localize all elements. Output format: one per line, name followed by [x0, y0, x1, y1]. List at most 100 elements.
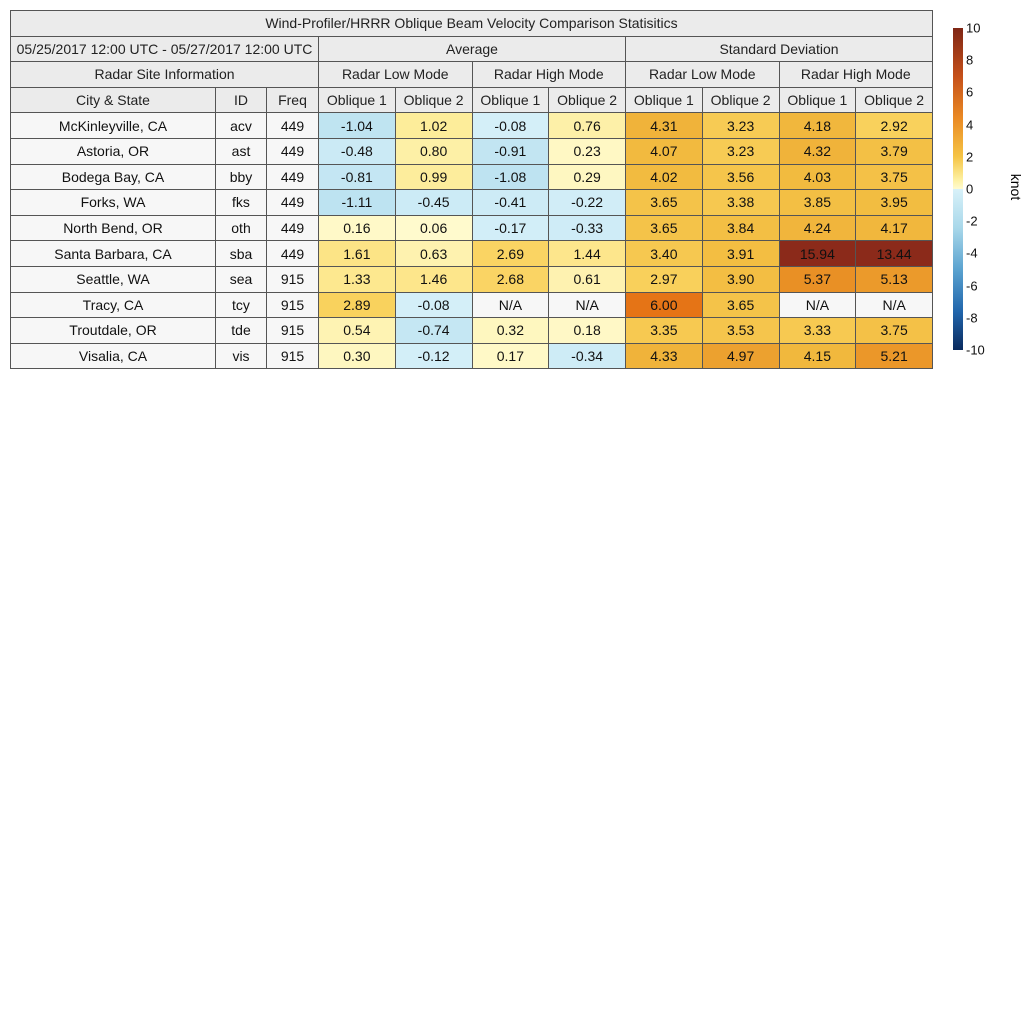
colorbar-tick: -10: [966, 342, 985, 358]
column-header: Oblique 1: [471, 86, 550, 114]
heatmap-cell: -0.41: [471, 189, 550, 216]
heatmap-cell: 2.92: [855, 112, 933, 139]
table-row: McKinleyville, CA acv 449 -1.04 1.02 -0.08 0.7…: [10, 112, 933, 139]
table-row: Seattle, WA sea 915 1.33 1.46 2.68 0.61 2.97 3.9…: [10, 265, 933, 293]
heatmap-cell: 0.63: [394, 240, 473, 267]
freq-cell: 449: [266, 163, 319, 191]
column-header: Oblique 2: [548, 86, 626, 114]
freq-cell: 449: [266, 137, 319, 165]
heatmap-cell: -0.34: [548, 342, 626, 370]
heatmap-cell: -0.81: [318, 163, 396, 191]
heatmap-cell: 0.32: [471, 317, 550, 344]
heatmap-cell: 0.18: [548, 317, 626, 344]
heatmap-cell: 4.97: [701, 342, 780, 370]
heatmap-cell: 3.75: [855, 317, 933, 344]
column-header: Oblique 1: [318, 86, 396, 114]
heatmap-cell: -0.17: [471, 214, 550, 242]
heatmap-cell: 0.61: [548, 265, 626, 293]
heatmap-cell: -0.08: [471, 112, 550, 139]
city-cell: Bodega Bay, CA: [10, 163, 216, 191]
id-cell: sea: [215, 265, 267, 293]
colorbar-tick: -4: [966, 245, 978, 261]
freq-cell: 449: [266, 112, 319, 139]
heatmap-cell: -0.08: [394, 291, 473, 319]
heatmap-cell: 3.35: [625, 317, 703, 344]
heatmap-cell: 1.46: [394, 265, 473, 293]
id-cell: vis: [215, 342, 267, 370]
heatmap-cell: 2.89: [318, 291, 396, 319]
heatmap-cell: 3.40: [625, 240, 703, 267]
city-cell: McKinleyville, CA: [10, 112, 216, 139]
heatmap-cell: 2.68: [471, 265, 550, 293]
freq-cell: 449: [266, 240, 319, 267]
table-row: Troutdale, OR tde 915 0.54 -0.74 0.32 0.18 3.35…: [10, 317, 933, 344]
city-cell: North Bend, OR: [10, 214, 216, 242]
id-cell: acv: [215, 112, 267, 139]
heatmap-cell: 3.91: [701, 240, 780, 267]
heatmap-cell: 5.13: [855, 265, 933, 293]
heatmap-cell: 0.23: [548, 137, 626, 165]
colorbar: [953, 28, 963, 350]
heatmap-cell: 3.65: [625, 189, 703, 216]
heatmap-cell: 15.94: [778, 240, 857, 267]
column-header: Oblique 1: [625, 86, 703, 114]
freq-cell: 449: [266, 214, 319, 242]
colorbar-tick: -6: [966, 278, 978, 294]
table-title: Wind-Profiler/HRRR Oblique Beam Velocity…: [10, 10, 933, 37]
city-cell: Forks, WA: [10, 189, 216, 216]
colorbar-tick: 6: [966, 84, 974, 100]
heatmap-cell: 3.84: [701, 214, 780, 242]
colorbar-tick: -2: [966, 213, 978, 229]
heatmap-cell: 4.32: [778, 137, 857, 165]
heatmap-cell: -1.11: [318, 189, 396, 216]
freq-cell: 449: [266, 189, 319, 216]
table-row: Bodega Bay, CA bby 449 -0.81 0.99 -1.08 0.29 4.…: [10, 163, 933, 191]
heatmap-cell: 5.37: [778, 265, 857, 293]
table-row: Astoria, OR ast 449 -0.48 0.80 -0.91 0.23 4.07 3…: [10, 137, 933, 165]
colorbar-tick: 2: [966, 149, 974, 165]
colorbar-tick: 4: [966, 117, 974, 133]
heatmap-cell: N/A: [778, 291, 857, 319]
column-header: Oblique 1: [778, 86, 857, 114]
mode-header: Radar Low Mode: [318, 61, 473, 88]
heatmap-cell: 4.17: [855, 214, 933, 242]
heatmap-cell: 0.29: [548, 163, 626, 191]
heatmap-cell: 3.65: [701, 291, 780, 319]
id-cell: ast: [215, 137, 267, 165]
group-std-dev: Standard Deviation: [625, 35, 933, 63]
colorbar-tick: 10: [966, 20, 981, 36]
heatmap-cell: N/A: [548, 291, 626, 319]
city-cell: Troutdale, OR: [10, 317, 216, 344]
heatmap-cell: -0.74: [394, 317, 473, 344]
heatmap-cell: 0.30: [318, 342, 396, 370]
heatmap-cell: 0.17: [471, 342, 550, 370]
heatmap-cell: -0.12: [394, 342, 473, 370]
heatmap-cell: -0.91: [471, 137, 550, 165]
heatmap-cell: 0.76: [548, 112, 626, 139]
heatmap-cell: 1.02: [394, 112, 473, 139]
mode-header: Radar High Mode: [471, 61, 626, 88]
heatmap-cell: 4.02: [625, 163, 703, 191]
id-cell: fks: [215, 189, 267, 216]
heatmap-cell: 3.85: [778, 189, 857, 216]
heatmap-cell: 13.44: [855, 240, 933, 267]
colorbar-tick: 8: [966, 52, 974, 68]
heatmap-cell: 3.79: [855, 137, 933, 165]
heatmap-cell: 2.97: [625, 265, 703, 293]
heatmap-cell: -1.04: [318, 112, 396, 139]
heatmap-cell: 4.18: [778, 112, 857, 139]
heatmap-cell: N/A: [855, 291, 933, 319]
heatmap-cell: 6.00: [625, 291, 703, 319]
colorbar-tick: -8: [966, 310, 978, 326]
heatmap-cell: -0.48: [318, 137, 396, 165]
heatmap-cell: 1.33: [318, 265, 396, 293]
city-cell: Astoria, OR: [10, 137, 216, 165]
id-cell: tcy: [215, 291, 267, 319]
statistics-table: Wind-Profiler/HRRR Oblique Beam Velocity…: [10, 10, 933, 370]
heatmap-cell: 1.44: [548, 240, 626, 267]
city-cell: Tracy, CA: [10, 291, 216, 319]
id-cell: sba: [215, 240, 267, 267]
heatmap-cell: 3.23: [701, 137, 780, 165]
heatmap-cell: 0.99: [394, 163, 473, 191]
city-cell: Visalia, CA: [10, 342, 216, 370]
